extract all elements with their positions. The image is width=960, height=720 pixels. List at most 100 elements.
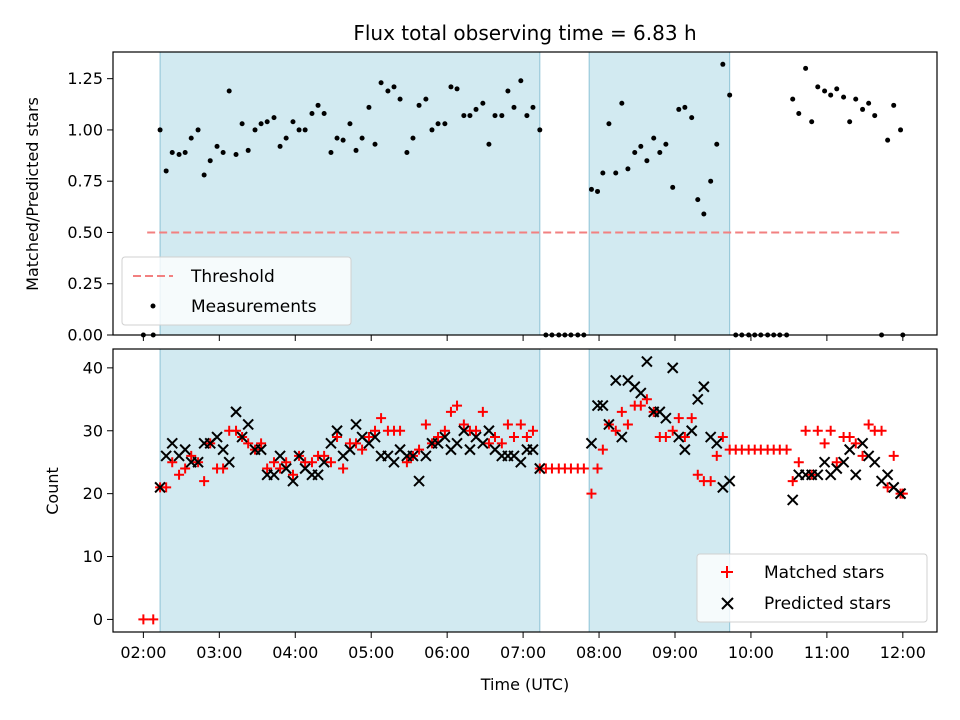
matched-star-point bbox=[490, 432, 501, 443]
measurement-point bbox=[606, 121, 612, 127]
matched-star-point bbox=[508, 432, 519, 443]
matched-star-point bbox=[787, 476, 798, 487]
measurement-point bbox=[841, 94, 847, 100]
predicted-star-point bbox=[318, 456, 330, 468]
measurement-point bbox=[595, 188, 601, 194]
measurement-point bbox=[866, 100, 872, 106]
measurement-point bbox=[391, 84, 397, 90]
measurement-point bbox=[632, 149, 638, 155]
predicted-star-point bbox=[534, 462, 546, 475]
predicted-star-point bbox=[881, 469, 894, 481]
matched-star-point bbox=[521, 432, 532, 443]
matched-star-point bbox=[395, 425, 406, 436]
matched-star-point bbox=[231, 425, 242, 436]
matched-star-point bbox=[781, 444, 792, 455]
measurement-point bbox=[340, 137, 346, 143]
bottom-x-tick-label: 04:00 bbox=[272, 643, 318, 662]
predicted-star-point bbox=[786, 494, 799, 506]
measurement-point bbox=[290, 119, 296, 125]
measurement-point bbox=[708, 178, 714, 184]
matched-star-point bbox=[306, 457, 317, 468]
predicted-star-point bbox=[407, 450, 419, 462]
matched-star-point bbox=[471, 425, 482, 436]
measurement-point bbox=[397, 96, 403, 102]
measurement-point bbox=[492, 113, 498, 119]
top-plot-frame bbox=[112, 51, 938, 336]
predicted-star-point bbox=[280, 462, 292, 475]
bottom-x-axis-ticks: 02:00 03:00 04:00 05:00 06:00 07:00 08:00 09:00… bbox=[120, 632, 926, 662]
measurement-point bbox=[530, 104, 536, 110]
matched-star-point bbox=[199, 476, 210, 487]
measurement-point bbox=[701, 211, 707, 217]
measurement-point bbox=[720, 61, 726, 67]
measurement-point bbox=[404, 149, 410, 155]
measurement-point bbox=[188, 135, 194, 141]
predicted-star-point bbox=[312, 469, 324, 481]
bottom-x-tick-label: 09:00 bbox=[652, 643, 698, 662]
predicted-star-point bbox=[818, 456, 831, 468]
matched-star-point bbox=[660, 432, 671, 443]
measurement-point bbox=[448, 84, 454, 90]
measurement-point bbox=[625, 166, 631, 172]
predicted-star-point bbox=[166, 437, 178, 450]
predicted-star-point bbox=[344, 443, 356, 456]
matched-star-point bbox=[673, 413, 684, 424]
matched-star-point bbox=[705, 476, 716, 487]
bottom-x-tick-label: 10:00 bbox=[728, 643, 774, 662]
measurement-point bbox=[872, 113, 878, 119]
measurement-point bbox=[676, 106, 682, 112]
matched-star-point bbox=[502, 419, 513, 430]
matched-star-point bbox=[357, 444, 368, 455]
bottom-shaded-regions bbox=[159, 348, 731, 633]
measurement-point bbox=[214, 143, 220, 149]
matched-star-point bbox=[332, 432, 343, 443]
measurement-point bbox=[834, 86, 840, 92]
matched-star-point bbox=[857, 450, 868, 461]
matched-star-point bbox=[363, 432, 374, 443]
measurement-point bbox=[473, 106, 479, 112]
measurement-point bbox=[283, 135, 289, 141]
matched-star-point bbox=[793, 457, 804, 468]
measurement-point bbox=[296, 127, 302, 133]
matched-star-point bbox=[439, 425, 450, 436]
matched-star-point bbox=[148, 614, 159, 625]
measurement-point bbox=[537, 127, 543, 133]
predicted-star-point bbox=[255, 443, 267, 456]
threshold-legend-label: Threshold bbox=[190, 267, 275, 287]
matched-star-point bbox=[610, 425, 621, 436]
predicted-star-point bbox=[616, 431, 628, 443]
matched-star-point bbox=[351, 438, 362, 449]
measurement-point bbox=[245, 147, 251, 153]
measurement-point bbox=[169, 149, 175, 155]
top-y-axis-label: Matched/Predicted stars bbox=[23, 97, 42, 291]
matched-star-point bbox=[325, 457, 336, 468]
predicted-star-point bbox=[837, 456, 850, 468]
measurement-point bbox=[891, 102, 897, 108]
predicted-star-point bbox=[698, 381, 710, 393]
predicted-star-point bbox=[325, 437, 337, 450]
measurement-point bbox=[347, 121, 353, 127]
matched-star-point bbox=[243, 438, 254, 449]
matched-star-point bbox=[527, 425, 538, 436]
measurement-point bbox=[790, 96, 796, 102]
measurement-point bbox=[410, 135, 416, 141]
matched-star-point bbox=[452, 400, 463, 411]
top-y-tick-label: 1.00 bbox=[67, 120, 103, 139]
top-y-tick-label: 0.00 bbox=[67, 326, 103, 345]
matched-star-point bbox=[882, 482, 893, 493]
measurement-point bbox=[271, 115, 277, 121]
matched-star-point bbox=[863, 419, 874, 430]
predicted-star-point bbox=[597, 399, 609, 412]
bottom-legend-box bbox=[696, 553, 928, 623]
measurement-point bbox=[385, 88, 391, 94]
matched-star-point bbox=[831, 457, 842, 468]
predicted-star-point bbox=[439, 431, 451, 443]
matched-star-point bbox=[819, 438, 830, 449]
measurement-point bbox=[689, 115, 695, 121]
predicted-star-point bbox=[843, 443, 856, 456]
top-y-tick-label: 0.75 bbox=[67, 172, 103, 191]
measurement-point bbox=[416, 102, 422, 108]
matched-star-point bbox=[338, 463, 349, 474]
bottom-x-tick-label: 06:00 bbox=[424, 643, 470, 662]
matched-star-point bbox=[174, 469, 185, 480]
